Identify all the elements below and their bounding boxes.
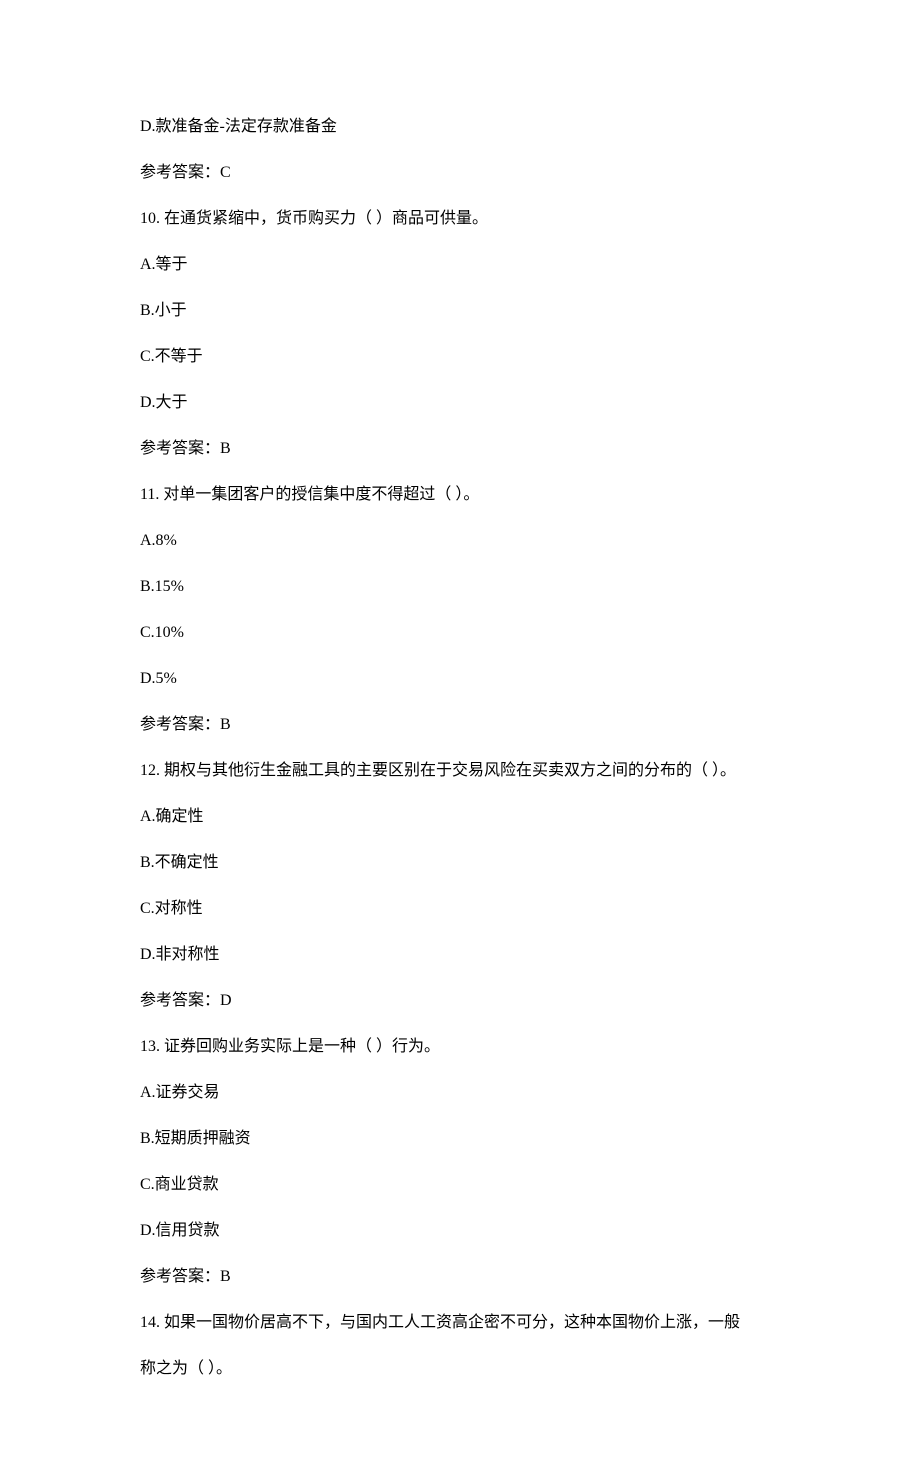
answer-value: B [220, 440, 231, 457]
q13-answer: 参考答案：B [140, 1265, 780, 1289]
q10-stem: 10. 在通货紧缩中，货币购买力（ ）商品可供量。 [140, 207, 780, 231]
q11-option-b: B.15% [140, 575, 780, 599]
q11-option-a: A.8% [140, 529, 780, 553]
answer-label: 参考答案： [140, 716, 220, 733]
q10-option-a: A.等于 [140, 253, 780, 277]
q10-answer: 参考答案：B [140, 437, 780, 461]
answer-label: 参考答案： [140, 992, 220, 1009]
q13-stem: 13. 证券回购业务实际上是一种（ ）行为。 [140, 1035, 780, 1059]
answer-value: B [220, 716, 231, 733]
answer-label: 参考答案： [140, 440, 220, 457]
q11-answer: 参考答案：B [140, 713, 780, 737]
q12-option-d: D.非对称性 [140, 943, 780, 967]
q12-option-c: C.对称性 [140, 897, 780, 921]
q12-answer: 参考答案：D [140, 989, 780, 1013]
q9-answer: 参考答案：C [140, 161, 780, 185]
answer-value: D [220, 992, 232, 1009]
q14-stem-line2: 称之为（ ）。 [140, 1357, 780, 1381]
q9-option-d: D.款准备金-法定存款准备金 [140, 115, 780, 139]
answer-value: B [220, 1268, 231, 1285]
q12-option-a: A.确定性 [140, 805, 780, 829]
q11-option-c: C.10% [140, 621, 780, 645]
q13-option-d: D.信用贷款 [140, 1219, 780, 1243]
q13-option-a: A.证券交易 [140, 1081, 780, 1105]
q10-option-c: C.不等于 [140, 345, 780, 369]
answer-label: 参考答案： [140, 1268, 220, 1285]
q10-option-d: D.大于 [140, 391, 780, 415]
q13-option-b: B.短期质押融资 [140, 1127, 780, 1151]
q11-stem: 11. 对单一集团客户的授信集中度不得超过（ ）。 [140, 483, 780, 507]
q13-option-c: C.商业贷款 [140, 1173, 780, 1197]
q12-stem: 12. 期权与其他衍生金融工具的主要区别在于交易风险在买卖双方之间的分布的（ ）… [140, 759, 780, 783]
q10-option-b: B.小于 [140, 299, 780, 323]
q12-option-b: B.不确定性 [140, 851, 780, 875]
q11-option-d: D.5% [140, 667, 780, 691]
answer-value: C [220, 164, 231, 181]
q14-stem-line1: 14. 如果一国物价居高不下，与国内工人工资高企密不可分，这种本国物价上涨，一般 [140, 1311, 780, 1335]
answer-label: 参考答案： [140, 164, 220, 181]
